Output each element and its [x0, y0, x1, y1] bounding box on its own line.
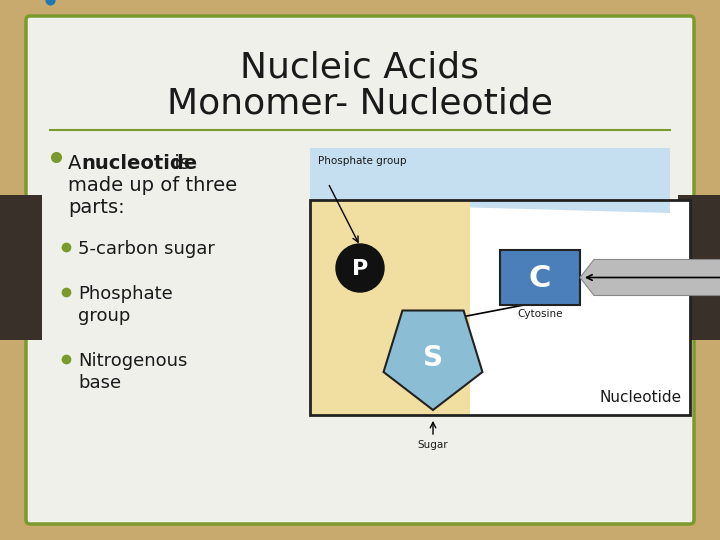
Circle shape: [336, 244, 384, 292]
Text: is: is: [168, 154, 190, 173]
Bar: [500, 250, 580, 305]
Text: Phosphate group: Phosphate group: [318, 156, 407, 166]
Bar: [310, 200, 690, 415]
Text: P: P: [352, 259, 368, 279]
Text: Nucleotide: Nucleotide: [600, 390, 682, 405]
Text: Nucleic Acids: Nucleic Acids: [240, 51, 480, 85]
Text: nucleotide: nucleotide: [81, 154, 197, 173]
Text: group: group: [78, 307, 130, 325]
Text: A: A: [68, 154, 88, 173]
Text: parts:: parts:: [68, 198, 125, 217]
Text: S: S: [423, 344, 443, 372]
Polygon shape: [580, 260, 720, 295]
Text: Nitrogenous: Nitrogenous: [78, 352, 187, 370]
Bar: [310, 200, 469, 415]
Text: 5-carbon sugar: 5-carbon sugar: [78, 240, 215, 258]
FancyBboxPatch shape: [26, 16, 694, 524]
Bar: [678, 195, 720, 340]
Polygon shape: [384, 310, 482, 410]
Bar: [310, 200, 469, 415]
Text: made up of three: made up of three: [68, 176, 237, 195]
Text: C: C: [528, 264, 552, 293]
Text: base: base: [78, 374, 121, 392]
Polygon shape: [310, 148, 670, 213]
Text: Monomer- Nucleotide: Monomer- Nucleotide: [167, 86, 553, 120]
Bar: [0, 195, 42, 340]
Text: Phosphate: Phosphate: [78, 285, 173, 303]
Text: Sugar: Sugar: [418, 440, 449, 450]
Bar: [310, 200, 690, 415]
Text: Cytosine: Cytosine: [517, 309, 563, 319]
